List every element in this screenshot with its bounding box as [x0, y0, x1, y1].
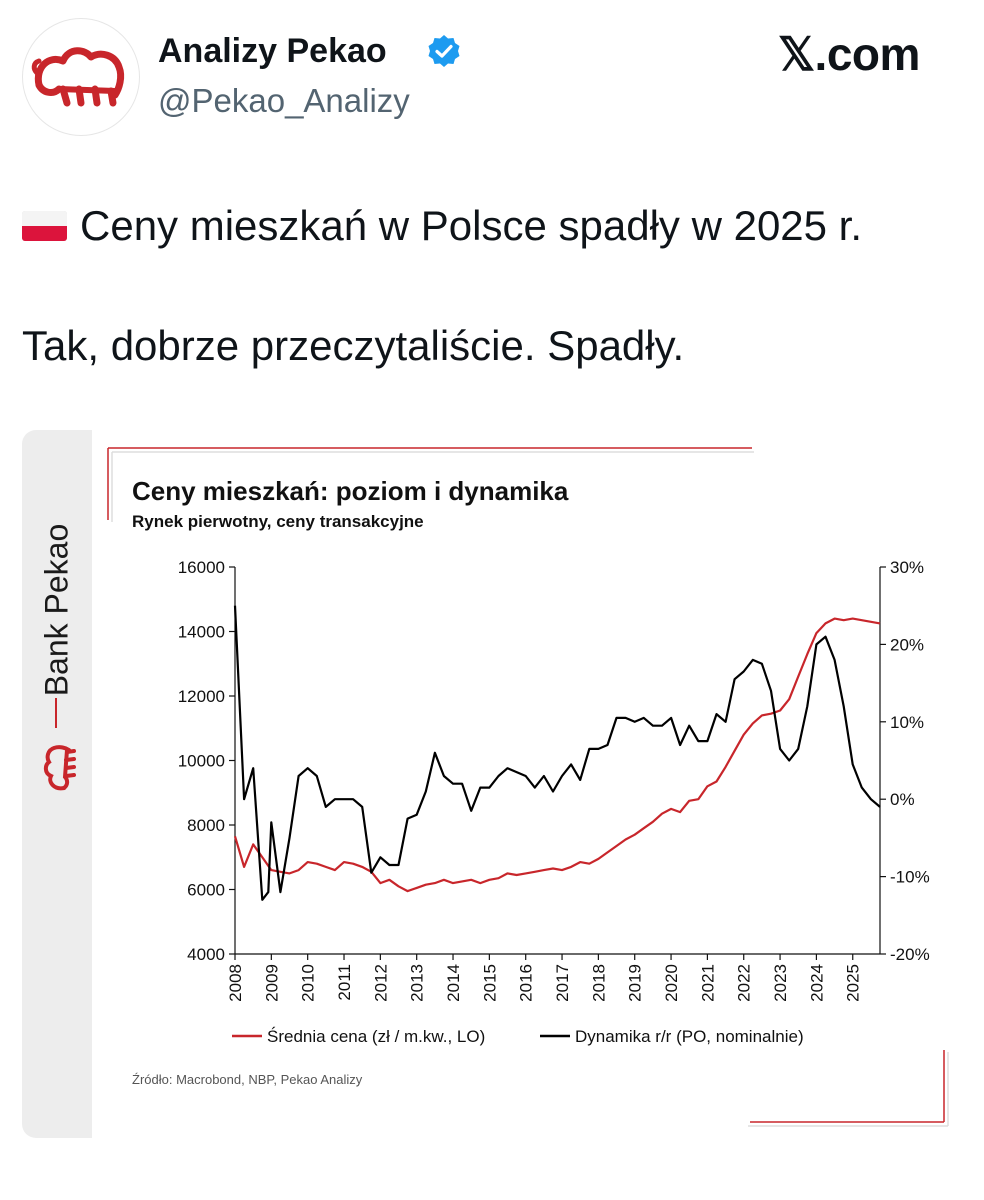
chart-panel: 4000 6000 8000 10000 12000 14000 16000 -20% -10… — [92, 430, 952, 1138]
x-com-logo: 𝕏.com — [778, 28, 920, 80]
author-handle[interactable]: @Pekao_Analizy — [158, 82, 410, 119]
chart-series — [233, 605, 881, 901]
chart-source: Źródło: Macrobond, NBP, Pekao Analizy — [132, 1072, 363, 1087]
x-tick-label: 2025 — [844, 964, 863, 1002]
series-line-price — [233, 617, 881, 893]
x-tick-label: 2024 — [807, 964, 826, 1002]
tweet-header: Analizy Pekao @Pekao_Analizy 𝕏.com — [0, 0, 984, 150]
x-tick-label: 2015 — [480, 964, 499, 1002]
chart-subtitle: Rynek pierwotny, ceny transakcyjne — [132, 512, 424, 531]
frame-decoration — [107, 447, 949, 1127]
attached-image[interactable]: Bank Pekao — [22, 430, 952, 1138]
x-ticks: 2008 2009 2010 2011 2012 2013 2014 2015 2016 2017… — [226, 954, 863, 1002]
x-tick-label: 2008 — [226, 964, 245, 1002]
tweet-text-line-1: Ceny mieszkań w Polsce spadły w 2025 r. — [80, 202, 863, 249]
y-right-tick-label: -20% — [890, 945, 930, 964]
x-tick-label: 2019 — [626, 964, 645, 1002]
author-name[interactable]: Analizy Pekao — [158, 32, 387, 70]
x-tick-label: 2023 — [771, 964, 790, 1002]
x-tick-label: 2014 — [444, 964, 463, 1002]
tweet-text-line-2: Tak, dobrze przeczytaliście. Spadły. — [22, 322, 685, 369]
brand-separator — [55, 698, 57, 728]
x-tick-label: 2012 — [371, 964, 390, 1002]
y-right-tick-label: 30% — [890, 558, 924, 577]
x-tick-label: 2011 — [335, 964, 354, 1001]
y-left-tick-label: 12000 — [178, 687, 225, 706]
x-tick-label: 2010 — [299, 964, 318, 1002]
y-right-tick-label: 20% — [890, 635, 924, 654]
x-tick-label: 2017 — [553, 964, 572, 1002]
series-line-dynamics — [233, 605, 881, 901]
profile-avatar[interactable] — [22, 18, 140, 136]
poland-flag-icon — [22, 211, 67, 241]
chart-legend: Średnia cena (zł / m.kw., LO) Dynamika r… — [232, 1027, 804, 1046]
y-left-tick-label: 6000 — [187, 881, 225, 900]
y-right-ticks: -20% -10% 0% 10% 20% 30% — [880, 558, 930, 964]
y-left-tick-label: 14000 — [178, 623, 225, 642]
x-tick-label: 2009 — [262, 964, 281, 1002]
x-tick-label: 2018 — [589, 964, 608, 1002]
x-tick-label: 2016 — [517, 964, 536, 1002]
bison-logo-icon — [31, 47, 125, 107]
chart-axes — [234, 567, 881, 955]
brand-sidebar: Bank Pekao — [22, 430, 92, 1138]
x-tick-label: 2021 — [698, 964, 717, 1002]
brand-name: Bank Pekao — [38, 523, 75, 697]
verified-badge-icon — [428, 35, 460, 67]
y-left-tick-label: 8000 — [187, 816, 225, 835]
y-left-tick-label: 10000 — [178, 752, 225, 771]
y-right-tick-label: -10% — [890, 868, 930, 887]
y-left-ticks: 4000 6000 8000 10000 12000 14000 16000 — [178, 558, 235, 964]
y-right-tick-label: 0% — [890, 790, 915, 809]
legend-label-dynamics: Dynamika r/r (PO, nominalnie) — [575, 1027, 804, 1046]
x-tick-label: 2022 — [735, 964, 754, 1002]
y-right-tick-label: 10% — [890, 713, 924, 732]
legend-label-price: Średnia cena (zł / m.kw., LO) — [267, 1027, 485, 1046]
bison-brand-icon — [43, 745, 76, 791]
x-tick-label: 2013 — [408, 964, 427, 1002]
chart-title: Ceny mieszkań: poziom i dynamika — [132, 476, 569, 506]
y-left-tick-label: 16000 — [178, 558, 225, 577]
y-left-tick-label: 4000 — [187, 945, 225, 964]
x-tick-label: 2020 — [662, 964, 681, 1002]
chart-svg: 4000 6000 8000 10000 12000 14000 16000 -20% -10… — [107, 447, 949, 1127]
